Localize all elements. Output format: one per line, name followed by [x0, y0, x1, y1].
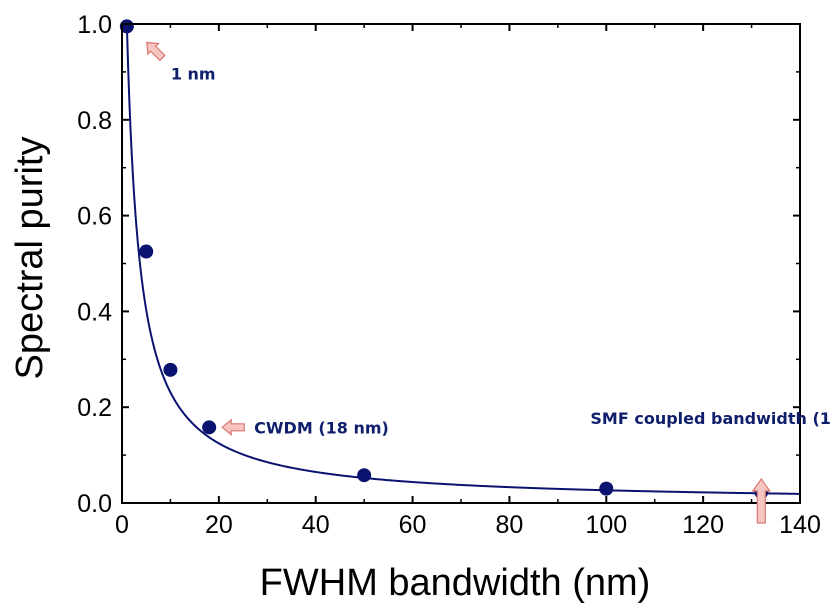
data-point [119, 19, 134, 34]
y-tick-label: 0.2 [77, 394, 112, 422]
fit-curve-layer [125, 23, 801, 495]
y-tick-label: 0.0 [77, 490, 112, 518]
data-point [357, 468, 372, 483]
arrow-cwdm [221, 418, 245, 437]
annotation-smf: SMF coupled bandwidth (132 nm) [590, 409, 831, 428]
axes-layer: 0 20 40 60 80 100 120 140 0.0 0.2 0.4 0.6 0.8 1.0 [77, 11, 821, 539]
x-tick-label: 40 [302, 511, 330, 539]
annotations-layer: 1 nm CWDM (18 nm) SMF coupled bandwidth (1… [146, 41, 831, 524]
data-point [139, 244, 154, 259]
y-tick-label: 0.4 [77, 298, 112, 326]
x-tick-label: 120 [682, 511, 724, 539]
data-point [599, 481, 614, 496]
y-tick-label: 0.6 [77, 203, 112, 231]
y-tick-label: 0.8 [77, 107, 112, 135]
x-tick-label: 80 [496, 511, 524, 539]
x-tick-label: 0 [115, 511, 129, 539]
y-tick-label: 1.0 [77, 11, 112, 39]
y-axis-title: Spectral purity [9, 137, 51, 380]
x-tick-label: 20 [205, 511, 233, 539]
x-tick-label: 140 [779, 511, 821, 539]
x-axis-title: FWHM bandwidth (nm) [260, 562, 651, 604]
fit-curve-line [125, 23, 801, 495]
x-tick-label: 100 [585, 511, 627, 539]
arrow-smf [751, 477, 771, 524]
data-point [163, 362, 178, 377]
x-tick-label: 60 [399, 511, 427, 539]
arrow-1nm [146, 41, 166, 62]
data-point [202, 420, 217, 435]
annotation-cwdm: CWDM (18 nm) [254, 418, 389, 437]
annotation-1nm: 1 nm [171, 64, 216, 83]
plot-frame [121, 23, 801, 504]
